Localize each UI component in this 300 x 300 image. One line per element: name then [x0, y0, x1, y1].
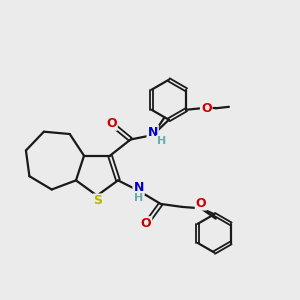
Text: O: O: [106, 117, 117, 130]
Text: O: O: [196, 196, 206, 210]
Text: H: H: [134, 193, 143, 203]
Text: H: H: [157, 136, 166, 146]
Text: S: S: [93, 194, 102, 207]
Text: N: N: [148, 126, 158, 139]
Text: O: O: [141, 217, 151, 230]
Text: N: N: [134, 181, 144, 194]
Text: O: O: [201, 102, 211, 115]
